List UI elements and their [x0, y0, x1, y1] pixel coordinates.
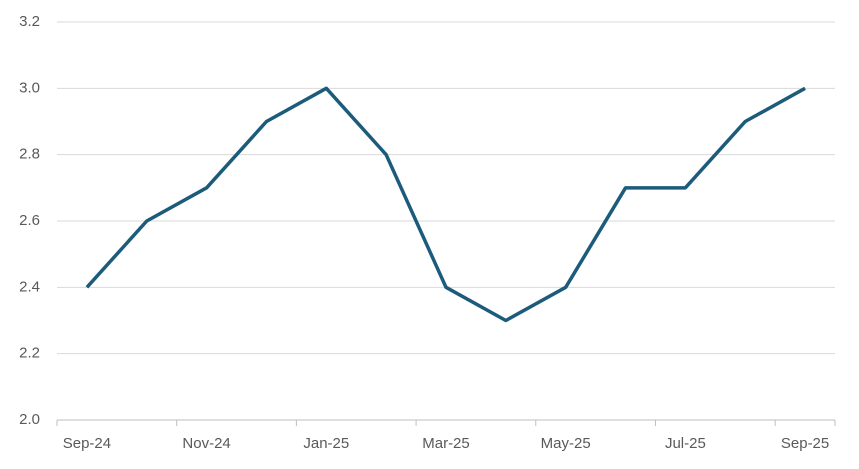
- x-tick-label: Nov-24: [182, 435, 230, 452]
- y-tick-label: 2.6: [19, 212, 40, 229]
- y-tick-label: 2.0: [19, 411, 40, 428]
- y-tick-label: 3.0: [19, 79, 40, 96]
- line-series: [85, 86, 806, 323]
- x-tick-label: Jul-25: [665, 435, 706, 452]
- y-tick-label: 3.2: [19, 13, 40, 30]
- x-tick-label: Mar-25: [422, 435, 470, 452]
- x-tick-label: Jan-25: [303, 435, 349, 452]
- x-tick-label: Sep-25: [781, 435, 829, 452]
- x-tick-label: Sep-24: [63, 435, 111, 452]
- y-tick-label: 2.8: [19, 146, 40, 163]
- y-tick-label: 2.4: [19, 278, 40, 295]
- y-tick-label: 2.2: [19, 345, 40, 362]
- x-tick-label: May-25: [541, 435, 591, 452]
